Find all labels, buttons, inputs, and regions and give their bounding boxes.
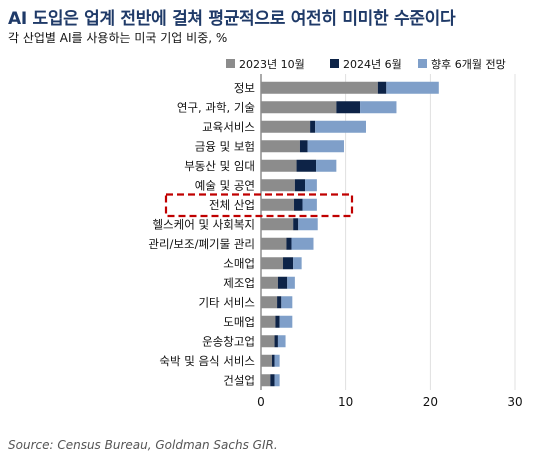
bar-9-series-0 (261, 257, 284, 270)
bar-11-series-2 (281, 296, 293, 309)
bar-0-series-0 (261, 81, 378, 94)
bar-10-series-1 (277, 276, 288, 289)
highlight-box (164, 193, 354, 218)
bar-5-series-0 (261, 179, 295, 192)
bar-5-series-1 (294, 179, 306, 192)
bar-14-series-0 (261, 354, 273, 367)
bar-15-series-1 (270, 374, 275, 387)
category-label-14: 숙박 및 음식 서비스 (159, 354, 255, 368)
chart-subtitle: 각 산업별 AI를 사용하는 미국 기업 비중, % (8, 31, 228, 45)
bar-8-series-0 (261, 237, 287, 250)
bar-3-series-0 (261, 140, 300, 153)
x-tick-label-10: 10 (338, 395, 353, 409)
category-label-8: 관리/보조/폐기물 관리 (148, 237, 255, 251)
bar-12-series-0 (261, 315, 276, 328)
category-label-0: 정보 (234, 81, 255, 95)
category-label-2: 교육서비스 (202, 120, 255, 134)
bar-2-series-2 (315, 120, 366, 133)
bar-14-series-1 (272, 354, 275, 367)
bar-14-series-2 (274, 354, 280, 367)
legend-swatch-1 (330, 59, 339, 68)
legend-swatch-0 (226, 59, 235, 68)
legend-label-1: 2024년 6월 (343, 58, 402, 71)
category-label-15: 건설업 (223, 373, 255, 387)
bar-1-series-0 (261, 101, 337, 114)
category-label-4: 부동산 및 임대 (184, 159, 255, 173)
bar-12-series-1 (275, 315, 280, 328)
bar-6-series-1 (294, 198, 303, 211)
legend-label-2: 향후 6개월 전망 (431, 58, 506, 71)
bar-4-series-2 (316, 159, 337, 172)
bar-3-series-2 (307, 140, 344, 153)
bar-6-series-2 (302, 198, 317, 211)
bar-0-series-2 (386, 81, 439, 94)
bar-11-series-1 (277, 296, 282, 309)
page-title: AI 도입은 업계 전반에 걸쳐 평균적으로 여전히 미미한 수준이다 (8, 9, 456, 29)
x-tick-label-0: 0 (257, 395, 265, 409)
bar-7-series-2 (298, 218, 318, 231)
bar-1-series-2 (360, 101, 397, 114)
category-label-1: 연구, 과학, 기술 (177, 100, 255, 114)
legend-label-0: 2023년 10월 (239, 58, 305, 71)
bar-13-series-1 (274, 335, 278, 348)
x-tick-label-20: 20 (423, 395, 438, 409)
category-label-7: 헬스케어 및 사회복지 (152, 217, 255, 231)
bar-9-series-2 (293, 257, 302, 270)
legend-swatch-2 (418, 59, 427, 68)
bar-13-series-2 (277, 335, 286, 348)
bar-1-series-1 (336, 101, 361, 114)
bar-9-series-1 (283, 257, 294, 270)
bar-0-series-1 (377, 81, 387, 94)
x-tick-label-30: 30 (507, 395, 522, 409)
bar-2-series-1 (310, 120, 316, 133)
bar-7-series-0 (261, 218, 294, 231)
chart-legend: 2023년 10월 2024년 6월 향후 6개월 전망 (226, 58, 506, 71)
bar-10-series-0 (261, 276, 278, 289)
bar-4-series-0 (261, 159, 297, 172)
bar-12-series-2 (279, 315, 293, 328)
chart-bars (261, 81, 439, 387)
bar-3-series-1 (299, 140, 308, 153)
bar-13-series-0 (261, 335, 275, 348)
bar-15-series-2 (274, 374, 280, 387)
category-label-9: 소매업 (223, 256, 255, 270)
category-label-10: 제조업 (223, 276, 255, 290)
bar-4-series-1 (296, 159, 317, 172)
bar-8-series-2 (291, 237, 314, 250)
x-axis: 0 10 20 30 (257, 395, 522, 409)
category-label-13: 운송창고업 (202, 334, 255, 348)
bar-8-series-1 (286, 237, 292, 250)
bar-11-series-0 (261, 296, 278, 309)
bar-5-series-2 (305, 179, 317, 192)
bar-7-series-1 (293, 218, 299, 231)
category-label-3: 금융 및 보험 (195, 139, 255, 153)
highlight-rect (164, 193, 354, 218)
bar-10-series-2 (287, 276, 295, 289)
category-label-11: 기타 서비스 (198, 295, 255, 309)
bar-6-series-0 (261, 198, 295, 211)
category-label-5: 예술 및 공연 (195, 178, 255, 192)
source-note: Source: Census Bureau, Goldman Sachs GIR… (8, 438, 278, 452)
category-label-6: 전체 산업 (209, 198, 255, 212)
category-label-12: 도매업 (223, 315, 255, 329)
bar-2-series-0 (261, 120, 311, 133)
bar-15-series-0 (261, 374, 271, 387)
